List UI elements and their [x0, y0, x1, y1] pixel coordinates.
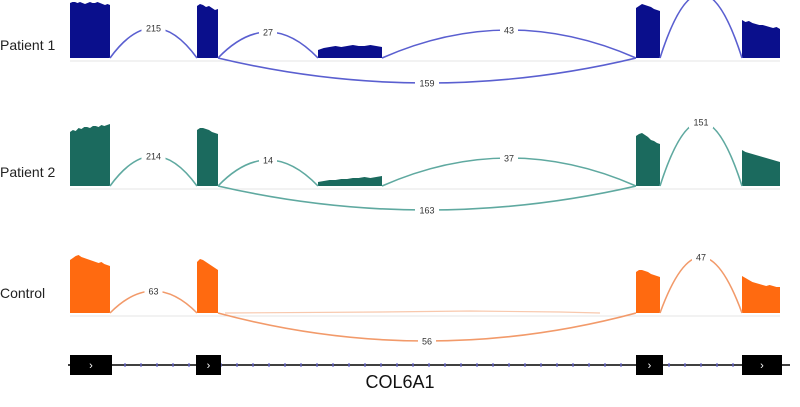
track-patient-1-coverage-intronic [318, 45, 382, 58]
track-patient-2-junction-count-3: 37 [504, 154, 514, 164]
track-patient-2-junction-label-bg-3 [500, 152, 518, 164]
track-control-coverage-exon-2 [197, 259, 218, 313]
gene-model-exon-3-strand-marker: › [648, 360, 652, 372]
gene-model-exon-1-strand-marker: › [89, 360, 93, 372]
track-control-intronic-coverage [224, 310, 601, 314]
track-patient-1-junction-label-bg-3 [500, 24, 518, 36]
gene-model-exon-4 [742, 355, 782, 375]
track-patient-1-coverage-exon-2 [197, 4, 218, 58]
track-patient-2-coverage-exon-1 [70, 124, 110, 186]
track-control-coverage-exon-3 [636, 270, 660, 313]
gene-model-exon-1 [70, 355, 112, 375]
track-patient-1-junction-count-3: 43 [504, 26, 514, 36]
track-label-control: Control [0, 285, 46, 301]
track-control-junction-count-3: 47 [696, 253, 706, 263]
track-patient-1-junction-count-2: 27 [263, 28, 273, 38]
track-patient-2-junction-label-bg-5 [689, 116, 713, 128]
gene-model-exon-3 [636, 355, 663, 375]
gene-model-exon-2-strand-marker: › [207, 360, 211, 372]
track-patient-1-junction-label-bg-2 [259, 26, 277, 38]
track-patient-2-junction-label-bg-1 [141, 150, 166, 162]
track-control-junction-label-bg-3 [692, 251, 710, 263]
track-patient-2-coverage-exon-2 [197, 128, 218, 186]
track-patient-2-coverage-exon-3 [636, 133, 660, 186]
track-patient-2-junction-arc-5 [659, 121, 743, 187]
track-patient-1-junction-label-bg-4 [415, 77, 439, 89]
track-patient-1-coverage-exon-3 [636, 4, 660, 58]
track-control-coverage-exon-1 [70, 255, 110, 313]
track-control-junction-label-bg-1 [144, 285, 163, 297]
track-control-junction-arc-3 [659, 256, 743, 314]
track-patient-1-junction-count-4: 159 [419, 79, 434, 89]
track-label-patient-1: Patient 1 [0, 37, 56, 53]
track-patient-2-junction-count-1: 214 [146, 152, 161, 162]
track-label-patient-2: Patient 2 [0, 164, 56, 180]
track-patient-2-junction-count-2: 14 [263, 156, 273, 166]
gene-model-exon-2 [196, 355, 221, 375]
gene-name-label: COL6A1 [365, 372, 435, 392]
track-patient-2-junction-label-bg-4 [415, 204, 439, 216]
track-control-junction-label-bg-2 [418, 335, 436, 347]
track-patient-1-junction-count-1: 215 [146, 24, 161, 34]
track-control-coverage-exon-4 [742, 276, 780, 313]
track-patient-1-coverage-exon-4 [742, 20, 780, 58]
track-patient-2-junction-label-bg-2 [259, 154, 277, 166]
track-patient-2-coverage-exon-4 [742, 150, 780, 186]
track-patient-2-coverage-intronic [318, 176, 382, 186]
track-patient-1-junction-arc-5 [659, 0, 743, 59]
track-patient-1-coverage-exon-1 [70, 2, 110, 58]
track-patient-1-junction-label-bg-1 [141, 22, 166, 34]
track-patient-2-junction-count-4: 163 [419, 206, 434, 216]
gene-model-exon-4-strand-marker: › [760, 360, 764, 372]
track-control-junction-count-1: 63 [148, 287, 158, 297]
track-patient-2-junction-count-5: 151 [693, 118, 708, 128]
track-control-junction-count-2: 56 [422, 337, 432, 347]
